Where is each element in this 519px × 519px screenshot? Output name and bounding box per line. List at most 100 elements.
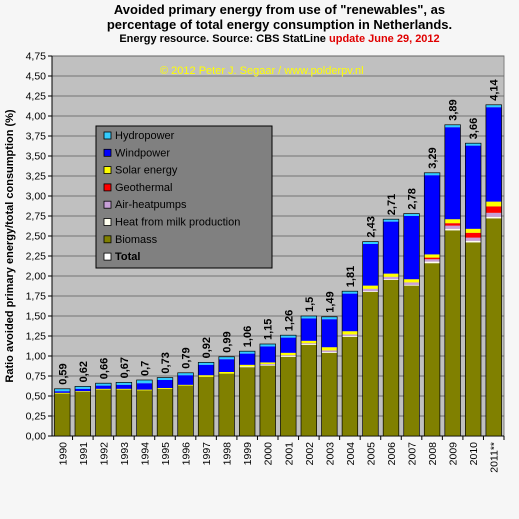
bar-segment-windpower — [136, 383, 153, 390]
bar-segment-hydropower — [198, 362, 214, 365]
bar-segment-biomass — [218, 373, 235, 436]
bar-segment-windpower — [444, 127, 461, 220]
bar-segment-hydropower — [280, 335, 297, 338]
bar-segment-hydropower — [342, 291, 358, 294]
bar-segment-geothermal — [424, 257, 440, 260]
legend-label-biomass: Biomass — [115, 234, 158, 246]
bar-segment-air-heatpumps — [280, 355, 297, 356]
bar-segment-hydropower — [259, 344, 276, 347]
x-tick-label: 1991 — [78, 442, 90, 466]
y-tick-label: 3,25 — [26, 171, 47, 183]
bar-segment-heat-from-milk-production — [259, 364, 276, 366]
total-data-label: 0,66 — [98, 358, 110, 379]
x-tick-label: 1997 — [201, 442, 213, 466]
total-data-label: 1,5 — [304, 297, 316, 312]
bar-segment-hydropower — [218, 356, 235, 360]
bar-segment-hydropower — [116, 382, 132, 385]
bar-segment-biomass — [444, 230, 461, 436]
bar-segment-solar-energy — [321, 347, 338, 351]
x-tick-label: 2008 — [427, 442, 439, 466]
y-tick-label: 3,50 — [26, 151, 47, 163]
bar-segment-biomass — [362, 292, 379, 436]
bar-segment-solar-energy — [157, 388, 173, 389]
bar-total-outline — [280, 334, 297, 437]
bar-total-outline — [403, 213, 420, 437]
bar-segment-biomass — [54, 393, 71, 436]
x-tick-label: 1999 — [242, 442, 254, 466]
bar-segment-windpower — [177, 375, 194, 385]
bar-segment-air-heatpumps — [424, 259, 440, 262]
y-tick-label: 4,75 — [26, 51, 47, 63]
y-tick-label: 0,00 — [26, 431, 47, 443]
y-tick-label: 0,25 — [26, 411, 47, 423]
bar-segment-air-heatpumps — [403, 282, 420, 285]
bar-segment-biomass — [301, 344, 317, 436]
bar-segment-geothermal — [465, 232, 481, 238]
bar-segment-solar-energy — [485, 201, 502, 207]
bar-total-outline — [382, 218, 400, 437]
bar-segment-air-heatpumps — [383, 276, 399, 280]
bar-segment-solar-energy — [218, 372, 235, 374]
bar-total-outline — [423, 172, 441, 437]
bar-segment-solar-energy — [465, 228, 481, 233]
bar-total-outline — [259, 343, 276, 437]
y-tick-label: 2,50 — [26, 231, 47, 243]
bar-total-outline — [136, 379, 153, 437]
bar-segment-biomass — [485, 218, 502, 436]
legend-label-hydropower: Hydropower — [115, 130, 175, 142]
x-tick-label: 2011** — [489, 442, 501, 473]
bar-segment-solar-energy — [116, 388, 132, 390]
x-tick-label: 2002 — [304, 442, 316, 466]
bar-segment-hydropower — [444, 124, 461, 128]
bar-segment-windpower — [321, 319, 338, 348]
bar-total-outline — [300, 315, 317, 437]
x-tick-label: 2010 — [468, 442, 480, 466]
total-data-label: 2,78 — [407, 188, 419, 209]
x-tick-label: 1995 — [160, 442, 172, 466]
bar-segment-windpower — [280, 337, 297, 353]
bar-segment-hydropower — [485, 104, 502, 108]
y-tick-label: 1,50 — [26, 311, 47, 323]
bar-segment-hydropower — [383, 219, 399, 222]
bar-segment-air-heatpumps — [444, 225, 461, 229]
bar-segment-heat-from-milk-production — [403, 284, 420, 286]
total-data-label: 3,89 — [448, 99, 460, 120]
total-data-label: 2,43 — [365, 216, 377, 237]
y-tick-label: 3,75 — [26, 131, 47, 143]
watermark: © 2012 Peter J. Segaar / www.polderpv.nl — [160, 65, 364, 77]
x-tick-label: 1992 — [98, 442, 110, 466]
total-data-label: 0,92 — [201, 337, 213, 358]
legend-swatch-windpower — [103, 148, 112, 157]
bar-segment-windpower — [465, 145, 481, 229]
bar-segment-solar-energy — [259, 362, 276, 364]
bar-segment-biomass — [239, 367, 255, 436]
bar-segment-solar-energy — [362, 285, 379, 289]
x-tick-label: 2003 — [324, 442, 336, 466]
legend-swatch-biomass — [103, 235, 112, 244]
y-tick-label: 1,25 — [26, 331, 47, 343]
bar-segment-windpower — [301, 318, 317, 341]
bar-segment-solar-energy — [424, 254, 440, 258]
legend-swatch-solar-energy — [103, 166, 112, 175]
bar-segment-biomass — [403, 285, 420, 436]
bar-segment-biomass — [116, 389, 132, 436]
bar-segment-windpower — [485, 107, 502, 202]
bar-segment-hydropower — [424, 172, 440, 176]
y-axis-label: Ratio avoided primary energy/total consu… — [4, 109, 16, 383]
chart-title-line1: Avoided primary energy from use of "rene… — [113, 2, 446, 17]
bar-segment-air-heatpumps — [301, 343, 317, 344]
y-tick-label: 4,00 — [26, 111, 47, 123]
bar-segment-heat-from-milk-production — [321, 352, 338, 353]
bar-total-outline — [485, 104, 502, 437]
y-tick-label: 3,00 — [26, 191, 47, 203]
legend-label-heat-from-milk-production: Heat from milk production — [115, 217, 240, 229]
bar-segment-windpower — [198, 364, 214, 376]
legend-swatch-hydropower — [103, 131, 112, 140]
y-tick-label: 2,25 — [26, 251, 47, 263]
bar-total-outline — [177, 372, 194, 437]
legend-swatch-heat-from-milk-production — [103, 218, 112, 226]
total-data-label: 0,59 — [57, 363, 69, 384]
bar-segment-biomass — [157, 388, 173, 436]
total-data-label: 0,79 — [181, 347, 193, 368]
chart-subtitle-line: Energy resource. Source: CBS StatLine up… — [40, 32, 519, 46]
